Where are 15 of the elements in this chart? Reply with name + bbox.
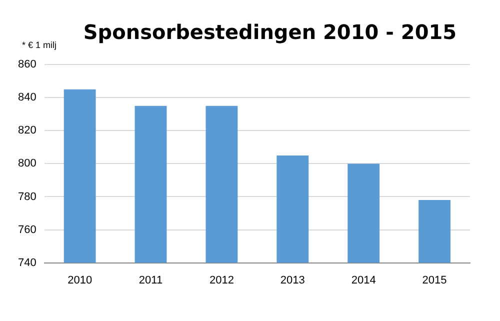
y-tick-label: 740 [18, 256, 36, 269]
y-tick-label: 860 [18, 58, 36, 71]
y-tick-label: 800 [18, 158, 36, 170]
chart-title: Sponsorbestedingen 2010 - 2015 [83, 20, 457, 44]
x-tick-label: 2011 [138, 274, 163, 286]
y-tick-label: 840 [18, 92, 36, 104]
x-tick-label: 2015 [422, 274, 447, 286]
x-tick-label: 2012 [209, 274, 234, 286]
y-tick-label: 780 [18, 190, 36, 203]
y-tick-label: 760 [18, 224, 36, 236]
y-axis-title: * € 1 milj [22, 40, 57, 50]
x-tick-label: 2014 [351, 274, 376, 286]
x-tick-label: 2013 [280, 274, 305, 286]
x-tick-label: 2010 [68, 274, 92, 286]
y-tick-label: 820 [18, 124, 36, 137]
